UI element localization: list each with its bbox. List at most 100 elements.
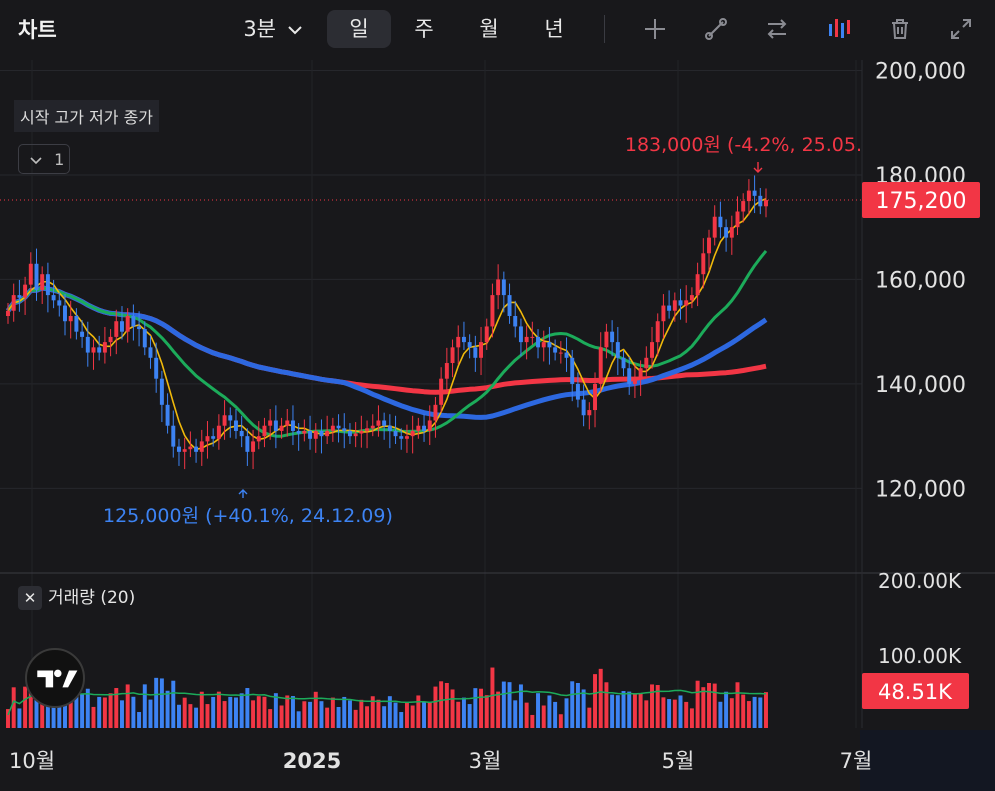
plus-icon[interactable] xyxy=(640,14,670,44)
candle-body xyxy=(479,342,484,358)
volume-bar xyxy=(450,689,455,728)
candle-body xyxy=(45,274,50,296)
candle-body xyxy=(707,237,711,254)
volume-bar xyxy=(268,709,273,728)
candle-body xyxy=(416,425,421,431)
candle-body xyxy=(570,357,575,384)
volume-bar xyxy=(28,684,33,728)
volume-bar xyxy=(233,697,238,728)
candle-body xyxy=(325,430,330,437)
candle-body xyxy=(308,430,313,439)
candle-body xyxy=(741,201,746,212)
volume-bar xyxy=(194,707,199,728)
candle-body xyxy=(131,316,136,327)
candle-body xyxy=(102,342,107,353)
candle-body xyxy=(228,415,233,421)
volume-bar xyxy=(689,708,694,728)
candle-body xyxy=(336,425,341,429)
arrow-up-icon xyxy=(238,489,248,498)
volume-bar xyxy=(325,707,330,728)
volume-bar xyxy=(758,697,763,728)
volume-bar xyxy=(724,691,729,728)
candle-body xyxy=(456,336,461,348)
volume-bar xyxy=(553,701,558,728)
candle-body xyxy=(154,357,159,379)
tab-year[interactable]: 년 xyxy=(544,17,564,41)
candle-body xyxy=(125,316,130,332)
volume-bar xyxy=(501,681,506,728)
candle-body xyxy=(684,300,689,306)
volume-bar xyxy=(211,696,216,728)
time-tick-label: 10월 xyxy=(9,749,55,773)
axis-corner xyxy=(860,730,995,791)
volume-bar xyxy=(387,696,392,728)
candle-body xyxy=(216,425,221,439)
volume-bar xyxy=(290,696,295,728)
candles-icon[interactable] xyxy=(824,14,854,44)
volume-bar xyxy=(353,709,358,728)
candle-body xyxy=(536,336,541,348)
volume-bar xyxy=(627,691,632,728)
volume-bar xyxy=(154,677,159,728)
volume-bar xyxy=(672,699,677,728)
fullscreen-icon[interactable] xyxy=(946,14,976,44)
indicator-collapse-button[interactable]: 1 xyxy=(18,144,70,174)
tab-day[interactable]: 일 xyxy=(327,10,391,48)
candle-body xyxy=(290,420,295,431)
candle-body xyxy=(712,216,717,238)
interval-select[interactable]: 3분 xyxy=(238,10,308,48)
volume-bar xyxy=(125,684,130,728)
volume-bar xyxy=(667,699,672,728)
volume-bar xyxy=(439,681,444,728)
candle-body xyxy=(735,211,740,228)
volume-bar xyxy=(741,694,746,728)
candle-body xyxy=(758,195,763,207)
price-tick-label: 120,000 xyxy=(875,477,966,502)
trend-line-icon[interactable] xyxy=(701,14,731,44)
candle-body xyxy=(114,321,119,337)
tab-month[interactable]: 월 xyxy=(479,17,499,41)
volume-bar xyxy=(496,691,501,728)
volume-bar xyxy=(479,688,484,728)
candle-body xyxy=(194,446,199,452)
low-annotation-label: 125,000원 (+40.1%, 24.12.09) xyxy=(103,505,393,527)
volume-bar xyxy=(456,701,461,728)
volume-bar xyxy=(57,701,62,728)
volume-bar xyxy=(513,700,518,728)
volume-bar xyxy=(199,691,204,728)
candle-body xyxy=(678,300,683,306)
candle-body xyxy=(689,295,694,301)
price-tick-label: 140,000 xyxy=(875,373,966,398)
candle-body xyxy=(604,331,609,348)
volume-bar xyxy=(63,695,67,728)
tab-week[interactable]: 주 xyxy=(414,17,434,41)
candle-body xyxy=(273,420,278,431)
candle-body xyxy=(302,430,307,434)
candle-body xyxy=(513,316,518,327)
volume-bar xyxy=(176,704,181,728)
close-icon[interactable]: ✕ xyxy=(18,586,42,610)
volume-bar xyxy=(684,701,689,728)
candle-body xyxy=(661,305,666,322)
volume-bar xyxy=(376,699,381,728)
volume-bar xyxy=(68,697,73,728)
candle-body xyxy=(404,436,409,439)
candle-body xyxy=(233,420,238,431)
volume-bar xyxy=(695,680,700,728)
collapse-count: 1 xyxy=(54,150,65,169)
volume-bar xyxy=(51,694,56,728)
volume-bar xyxy=(678,695,683,728)
volume-bar xyxy=(114,688,119,728)
volume-bar xyxy=(296,711,301,728)
trash-icon[interactable] xyxy=(885,14,915,44)
candle-body xyxy=(746,190,751,202)
candle-body xyxy=(108,336,113,343)
compare-icon[interactable] xyxy=(762,14,792,44)
volume-bar xyxy=(598,668,603,728)
volume-bar xyxy=(707,683,711,728)
candle-body xyxy=(593,383,598,411)
candle-body xyxy=(91,347,96,353)
volume-bar xyxy=(256,696,261,728)
candle-body xyxy=(370,425,375,429)
